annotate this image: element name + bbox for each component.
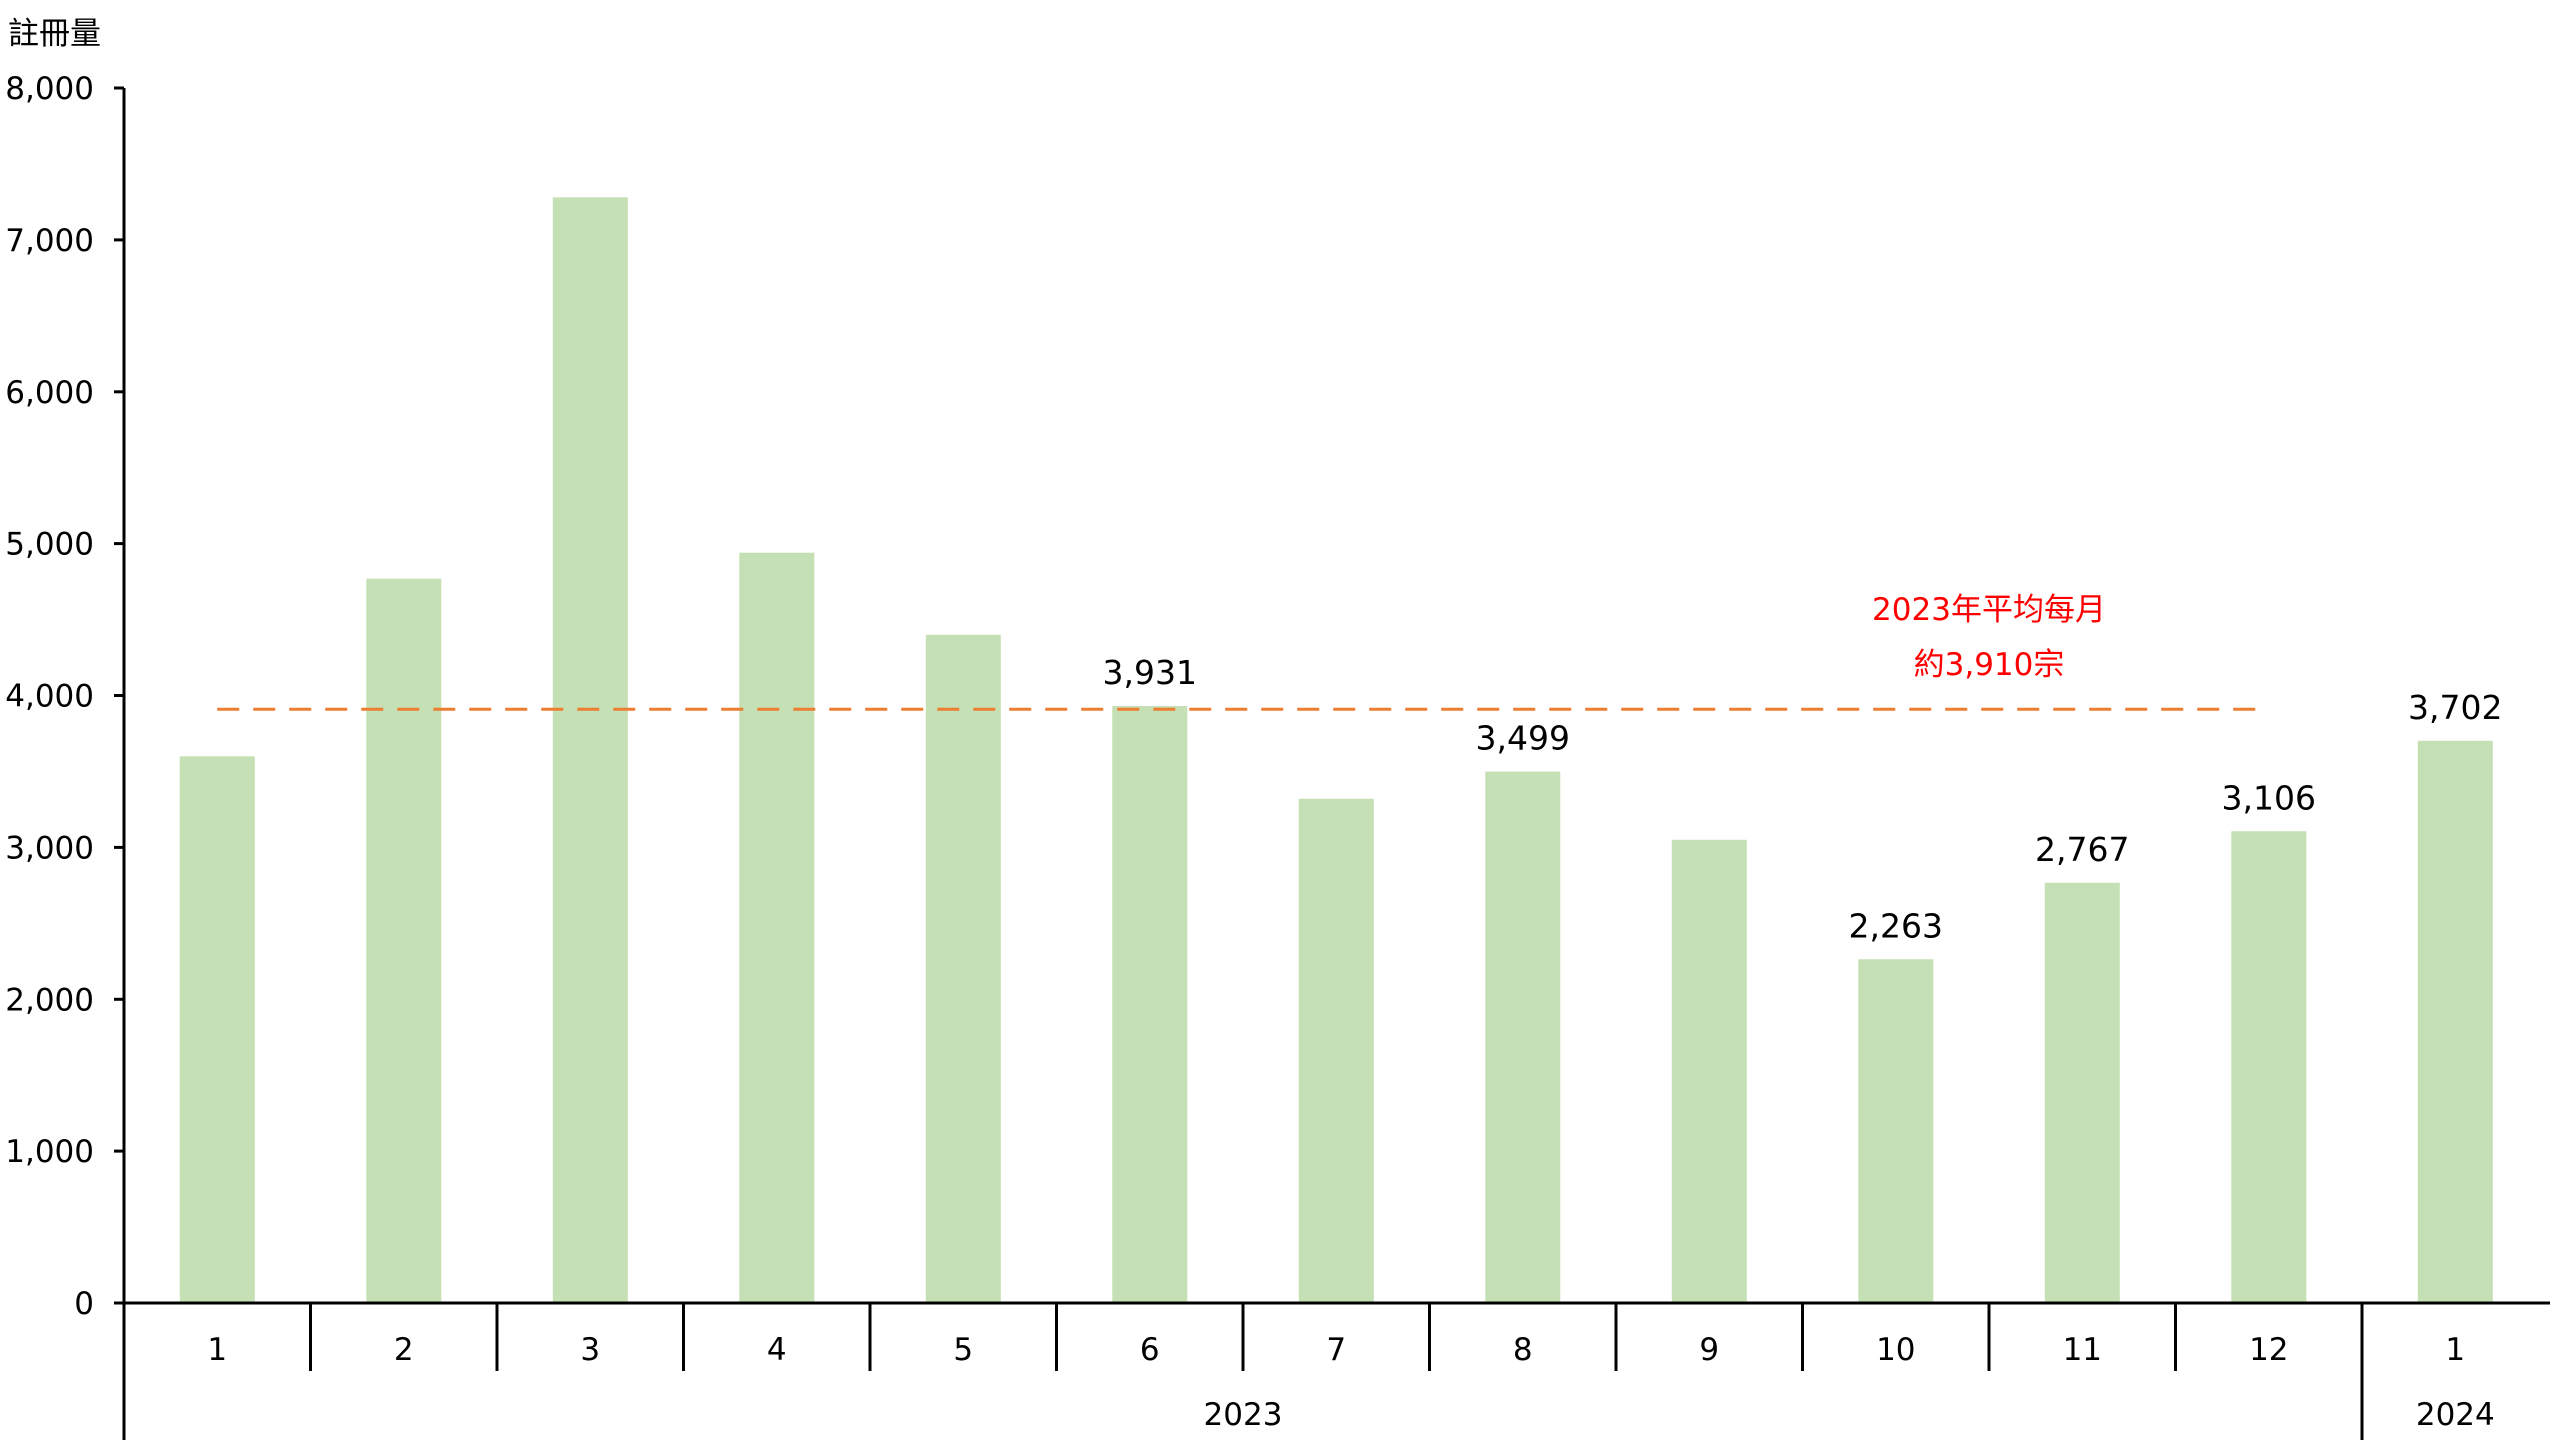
y-tick-label: 6,000 [5,375,94,411]
y-tick-label: 0 [74,1286,94,1322]
x-tick-label: 9 [1699,1332,1719,1368]
bar [552,197,628,1303]
data-label: 2,767 [2035,830,2129,869]
x-tick-label: 4 [767,1332,787,1368]
year-label: 2023 [1204,1397,1283,1433]
x-tick-label: 11 [2063,1332,2102,1368]
data-label: 3,931 [1103,653,1197,692]
y-tick-label: 4,000 [5,679,94,715]
bar [1112,706,1188,1303]
bar [179,756,255,1304]
bar [366,578,442,1303]
data-label: 2,263 [1849,906,1943,945]
x-tick-label: 12 [2249,1332,2288,1368]
y-tick-label: 2,000 [5,982,94,1018]
bar [2044,882,2120,1303]
y-tick-label: 8,000 [5,71,94,107]
year-label: 2024 [2416,1397,2495,1433]
x-tick-label: 7 [1326,1332,1346,1368]
average-annotation-line: 2023年平均每月 [1872,592,2106,628]
data-label: 3,106 [2222,778,2316,817]
bar [1671,839,1747,1303]
y-tick-label: 1,000 [5,1134,94,1170]
y-axis-label: 註冊量 [8,16,101,52]
bar [1298,798,1374,1303]
bar [2231,831,2307,1303]
bars-group [179,197,2493,1304]
x-tick-label: 6 [1140,1332,1160,1368]
y-tick-label: 3,000 [5,830,94,866]
y-axis: 0 1,000 2,000 3,000 4,000 5,000 6,000 7,000 8,00… [5,71,126,1440]
x-tick-label: 5 [953,1332,973,1368]
x-tick-label: 2 [394,1332,414,1368]
x-tick-label: 1 [207,1332,227,1368]
y-tick-label: 7,000 [5,223,94,259]
bar [739,552,815,1303]
data-labels-group: 3,931 3,499 2,263 2,767 3,106 3,702 [1103,653,2503,945]
x-tick-label: 1 [2445,1332,2465,1368]
y-tick-label: 5,000 [5,527,94,563]
bar [1858,959,1934,1303]
average-annotation-line: 約3,910宗 [1914,647,2065,683]
bar [1485,771,1561,1303]
x-tick-label: 10 [1876,1332,1915,1368]
data-label: 3,702 [2408,688,2502,727]
x-tick-label: 8 [1513,1332,1533,1368]
x-tick-label: 3 [580,1332,600,1368]
bar [925,634,1001,1304]
bar [2417,740,2493,1303]
data-label: 3,499 [1476,719,1570,758]
